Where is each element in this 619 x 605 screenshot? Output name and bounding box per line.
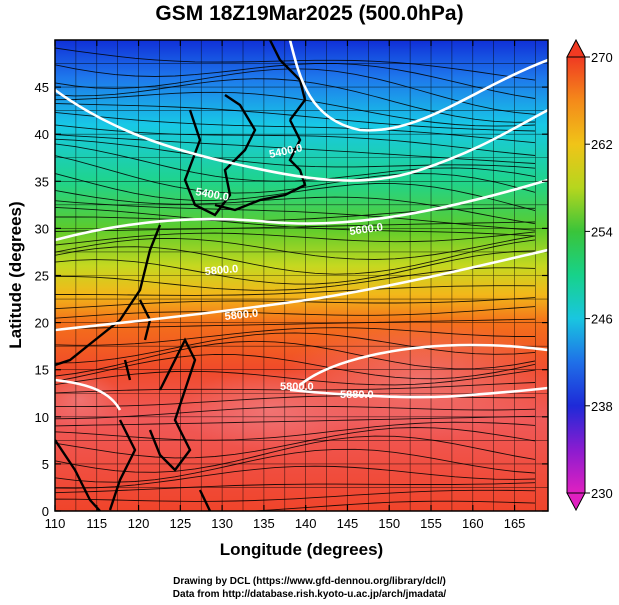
x-tick-label: 110 bbox=[45, 516, 66, 531]
x-tick-label: 165 bbox=[504, 516, 526, 531]
x-tick-label: 130 bbox=[211, 516, 233, 531]
contour-label: 5800.0 bbox=[224, 308, 259, 323]
contour-labels: 5400.0 5400.0 5600.0 5800.0 5800.0 5800.… bbox=[194, 142, 383, 401]
map-title: GSM 18Z19Mar2025 (500.0hPa) bbox=[155, 2, 464, 25]
graticule bbox=[55, 40, 548, 511]
y-axis-label: Latitude (degrees) bbox=[6, 201, 25, 349]
streamline bbox=[55, 318, 536, 330]
y-tick-label: 15 bbox=[35, 363, 49, 378]
x-tick-label: 120 bbox=[128, 516, 150, 531]
x-tick-label: 145 bbox=[337, 516, 359, 531]
y-tick-label: 0 bbox=[42, 504, 49, 519]
y-tick-label: 30 bbox=[35, 221, 49, 236]
x-tick-label: 160 bbox=[462, 516, 484, 531]
colorbar-tick-label: 262 bbox=[591, 137, 613, 152]
y-tick-label: 20 bbox=[35, 316, 49, 331]
credit-data: Data from http://database.rish.kyoto-u.a… bbox=[172, 589, 447, 600]
x-tick-label: 155 bbox=[420, 516, 442, 531]
x-tick-label: 135 bbox=[253, 516, 275, 531]
y-axis-ticks: 0 5 10 15 20 25 30 35 40 45 bbox=[35, 80, 548, 519]
coastlines bbox=[55, 40, 307, 511]
x-axis-ticks: 110 115 120 125 130 135 140 145 150 155 160 165 bbox=[45, 40, 526, 531]
contour-label: 5600.0 bbox=[349, 221, 384, 238]
contour-label: 5800.0 bbox=[280, 381, 314, 393]
contour-label: 5800.0 bbox=[204, 263, 239, 278]
colorbar-tick-label: 270 bbox=[591, 50, 613, 65]
colorbar-tick-label: 230 bbox=[591, 486, 613, 501]
colorbar: 230 238 246 254 262 270 bbox=[566, 38, 613, 512]
x-tick-label: 115 bbox=[86, 516, 107, 531]
x-axis-label: Longitude (degrees) bbox=[219, 540, 384, 559]
x-tick-label: 125 bbox=[169, 516, 191, 531]
y-tick-label: 5 bbox=[42, 457, 49, 472]
colorbar-tick-label: 254 bbox=[591, 224, 613, 239]
y-tick-label: 35 bbox=[35, 174, 49, 189]
colorbar-tick-label: 246 bbox=[591, 312, 613, 327]
y-tick-label: 25 bbox=[35, 269, 49, 284]
credit-drawing: Drawing by DCL (https://www.gfd-dennou.o… bbox=[173, 576, 446, 587]
contour-label: 5880.0 bbox=[340, 389, 374, 401]
contour-label: 5400.0 bbox=[194, 186, 229, 204]
y-tick-label: 45 bbox=[35, 80, 49, 95]
x-tick-label: 150 bbox=[378, 516, 400, 531]
x-tick-label: 140 bbox=[295, 516, 317, 531]
y-tick-label: 10 bbox=[35, 410, 49, 425]
height-contours bbox=[55, 40, 548, 411]
colorbar-tick-label: 238 bbox=[591, 399, 613, 414]
y-tick-label: 40 bbox=[35, 127, 49, 142]
